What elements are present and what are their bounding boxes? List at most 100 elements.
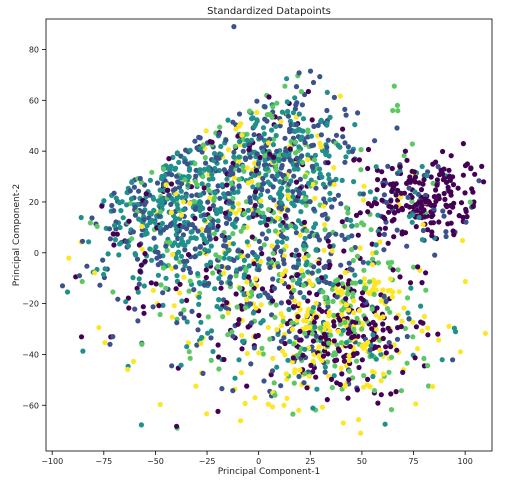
data-point [255,161,261,167]
data-point [221,255,227,261]
data-point [367,384,373,390]
data-point [280,227,286,233]
data-point [388,344,394,350]
data-point [254,98,260,104]
data-point [311,157,318,163]
data-point [373,326,379,332]
data-point [157,224,163,230]
y-tick-label: 0 [34,249,39,258]
data-point [330,282,336,288]
data-point [223,220,230,226]
data-point [208,357,214,363]
data-point [411,264,417,270]
data-point [293,179,300,185]
x-tick-label: 100 [458,457,473,466]
data-point [230,333,236,339]
x-axis-label: Principal Component-1 [218,467,320,477]
data-point [319,308,325,314]
data-point [399,318,405,324]
data-point [302,346,308,352]
data-point [472,171,478,177]
data-point [468,165,474,171]
data-point [313,374,319,380]
data-point [372,282,378,288]
data-point [186,222,192,228]
data-point [250,115,256,121]
data-point [348,217,354,223]
data-point [451,325,457,331]
data-point [251,261,257,267]
data-point [379,197,385,203]
data-point [373,356,379,362]
y-axis-label: Principal Component-2 [12,184,22,286]
data-point [261,214,267,220]
data-point [441,166,447,172]
data-point [278,119,284,125]
data-point [331,94,337,100]
data-point [351,333,357,339]
data-point [256,350,262,356]
data-point [455,185,461,191]
data-point [360,297,366,303]
data-point [157,228,164,234]
data-point [412,174,419,180]
data-point [253,276,259,282]
data-point [206,248,212,254]
data-point [327,328,333,334]
data-point [189,229,195,235]
data-point [156,303,162,309]
data-point [166,156,172,162]
data-point [247,195,253,201]
data-point [160,166,167,172]
data-point [262,104,268,110]
data-point [339,371,345,377]
data-point [442,196,448,202]
data-point [87,220,93,226]
data-point [198,340,204,346]
data-point [415,346,421,352]
data-point [467,199,473,205]
data-point [166,192,172,198]
data-point [296,252,302,258]
data-point [368,227,374,233]
data-point [274,173,280,179]
data-point [235,201,242,207]
data-point [327,262,333,268]
data-point [153,281,159,287]
data-point [361,276,367,282]
data-point [202,166,208,172]
data-point [265,207,272,213]
data-point [172,218,178,224]
data-point [269,404,276,410]
data-point [433,159,439,165]
data-point [240,164,246,170]
data-point [215,264,221,270]
data-point [313,333,319,339]
data-point [403,203,410,209]
data-point [183,193,189,200]
data-point [149,217,155,223]
data-point [228,180,234,186]
data-point [258,258,264,265]
data-point [249,137,255,143]
data-point [283,223,289,229]
data-point [181,207,187,213]
data-point [217,254,223,261]
data-point [181,307,187,313]
data-point [265,188,271,194]
data-point [307,233,313,239]
data-point [351,298,357,304]
data-point [369,262,375,268]
data-point [394,336,401,342]
data-point [448,220,454,226]
data-point [423,192,429,198]
data-point [266,228,272,234]
data-point [317,166,323,172]
data-point [311,264,317,270]
data-point [264,222,270,228]
data-point [155,272,161,278]
data-point [462,278,468,285]
data-point [136,242,142,248]
data-point [186,265,192,272]
data-point [301,219,308,225]
